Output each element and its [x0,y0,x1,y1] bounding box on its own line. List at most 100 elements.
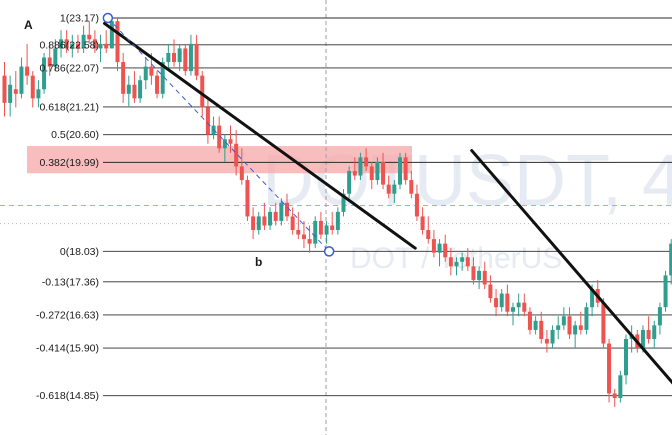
candle-body [443,243,448,258]
candle-body [30,75,35,99]
drawing-handles[interactable] [102,12,335,257]
candle-body [301,234,306,240]
candle-body [200,75,205,108]
candle-body [669,243,672,276]
candle-body [262,216,267,226]
candle-body [273,211,278,221]
candle-body [618,375,623,398]
candle-body [47,57,52,67]
candle-body [330,225,335,231]
candle-body [104,43,109,49]
candle-body [13,89,18,94]
candle-body [663,275,668,308]
candle-body [584,307,589,330]
trendline [470,149,672,385]
candle-body [494,298,499,308]
candle-body [132,84,137,99]
candle-body [194,43,199,76]
candlesticks [2,16,672,408]
candle-body [285,202,289,217]
candle-body [313,220,318,244]
fib-handle-end [323,246,335,257]
candle-body [364,157,369,167]
candle-body [527,311,532,330]
candle-body [398,157,402,185]
candle-body [601,302,606,344]
candle-body [324,225,329,235]
candle-body [222,139,227,149]
candle-body [335,211,340,231]
candle-body [652,325,657,339]
candle-body [75,43,80,49]
candle-body [279,202,284,221]
candle-body [358,157,363,176]
candle-body [59,39,63,49]
candle-body [188,43,193,72]
candle-body [347,170,352,194]
candle-body [516,302,521,308]
candle-body [607,343,612,394]
candle-body [53,48,58,67]
candle-body [420,216,425,231]
point-label-a: A [24,18,33,32]
fib-level-label: 0.5(20.60) [51,129,99,141]
candle-body [392,184,397,194]
candle-body [126,84,131,94]
candle-body [561,316,566,326]
candle-body [550,329,555,344]
candle-body [183,48,188,72]
candle-body [290,216,295,231]
candle-body [460,257,465,262]
candle-body [511,307,515,312]
candle-body [375,161,380,181]
candle-body [70,43,75,49]
candle-body [567,316,572,335]
candle-body [352,170,357,176]
candle-body [205,107,210,135]
candle-body [245,180,250,217]
candle-body [155,75,160,94]
candle-body [19,66,24,94]
candle-body [646,329,651,339]
candle-body [657,307,662,326]
candle-body [573,325,578,335]
candle-body [482,270,487,285]
candle-body [640,329,645,349]
candle-body [25,66,30,76]
candle-body [414,193,419,217]
candle-body [318,220,323,235]
candle-body [228,139,233,144]
candle-body [454,261,459,267]
candle-body [431,239,436,253]
candle-body [98,43,103,49]
candle-body [533,320,538,330]
candle-body [296,230,301,235]
candle-body [8,84,13,103]
fibonacci-labels: 1(23.17) 0.886(22.58) 0.786(22.07) 0.618(21… [36,13,99,403]
fib-level-label: 0.886(22.58) [39,39,99,51]
candle-body [64,39,69,49]
candle-body [341,193,346,212]
candle-body [92,39,97,49]
candle-body [87,34,92,40]
candle-body [448,257,453,267]
point-label-b: b [255,255,262,269]
candle-body [172,52,176,63]
candle-body [138,80,143,99]
candle-body [2,75,7,103]
candle-body [239,166,244,181]
candle-body [426,230,431,240]
candle-body [109,21,114,49]
candle-body [624,338,628,376]
candle-body [256,216,261,231]
candle-body [166,52,171,63]
trendline [103,21,417,250]
candle-body [477,270,482,280]
candle-body [590,289,595,308]
candle-body [465,257,470,267]
candle-body [505,293,510,312]
candle-body [369,166,374,181]
fib-level-label: -0.13(17.36) [42,276,99,288]
candle-body [115,21,120,63]
